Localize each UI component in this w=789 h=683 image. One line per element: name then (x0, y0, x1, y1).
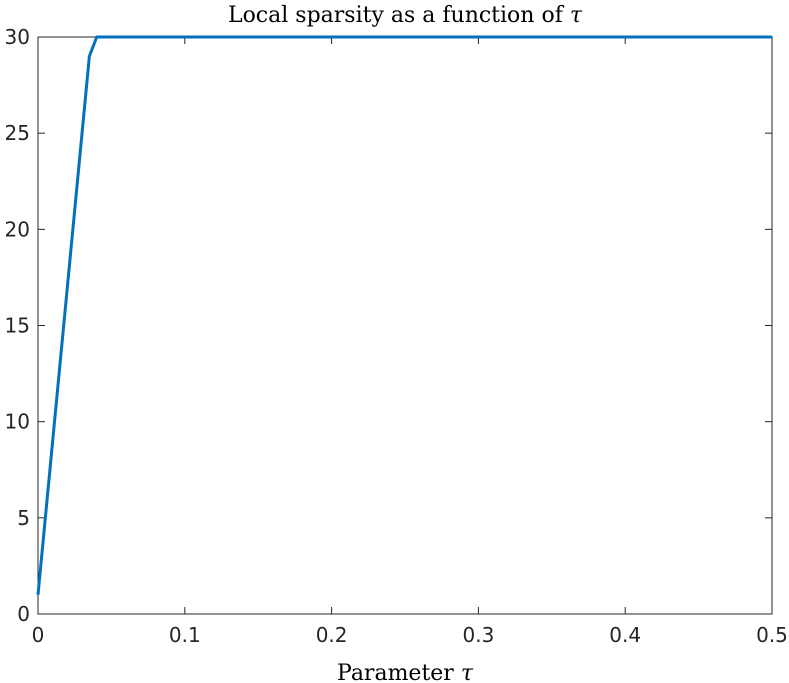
y-tick-label: 5 (17, 506, 30, 530)
axes-box (37, 36, 773, 615)
y-tick-label: 20 (5, 217, 30, 241)
y-tick-label: 15 (5, 314, 30, 338)
series-line (36, 35, 772, 595)
x-tick-label: 0.3 (462, 623, 494, 647)
x-tick-label: 0 (32, 623, 45, 647)
x-tick-label: 0.4 (609, 623, 641, 647)
chart-title: Local sparsity as a function of τ (228, 3, 583, 28)
x-tick-label: 0.5 (756, 623, 788, 647)
x-axis-label-symbol: τ (461, 661, 474, 683)
x-tick-label: 0.1 (169, 623, 201, 647)
x-tick-label: 0.2 (316, 623, 348, 647)
x-axis-label: Parameter τ (337, 661, 474, 683)
chart-title-text: Local sparsity as a function of (228, 3, 570, 28)
chart-title-symbol: τ (570, 3, 583, 28)
y-tick-label: 25 (5, 121, 30, 145)
y-tick-label: 10 (5, 410, 30, 434)
x-axis-label-text: Parameter (337, 661, 461, 683)
plot-area: 0 0.1 0.2 0.3 0.4 0.5 0 5 10 15 20 25 30 (5, 25, 788, 647)
y-tick-label: 30 (5, 25, 30, 49)
y-tick-label: 0 (17, 602, 30, 626)
